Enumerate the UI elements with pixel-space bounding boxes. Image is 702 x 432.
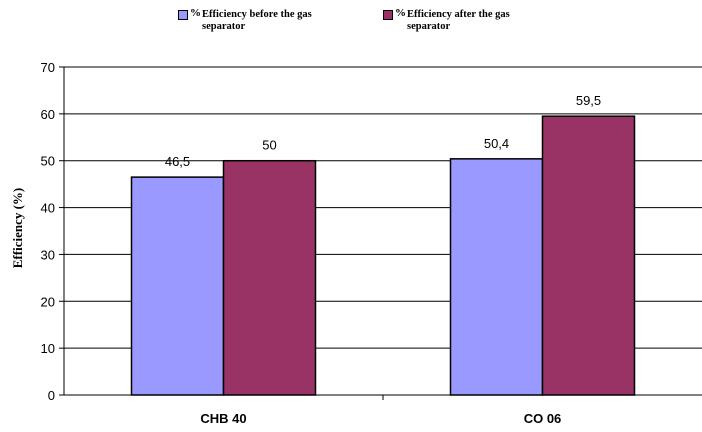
- y-tick-label: 0: [48, 388, 55, 403]
- data-label: 46,5: [165, 154, 190, 169]
- data-label: 50,4: [484, 136, 509, 151]
- y-tick-label: 60: [41, 107, 55, 122]
- y-tick-label: 70: [41, 60, 55, 75]
- legend-swatch-after: [383, 10, 393, 20]
- bars: [130, 115, 636, 396]
- legend-prefix-before: %: [190, 7, 201, 19]
- y-axis-label: Efficiency (%): [10, 188, 25, 269]
- y-tick-label: 40: [41, 201, 55, 216]
- labels: 0 10 20 30 40 50 60 70 46,5 50 CHB 40 50,4 59,5 CO 06: [41, 60, 602, 426]
- bar: [130, 176, 225, 396]
- y-tick-label: 10: [41, 341, 55, 356]
- x-tick-label: CO 06: [524, 411, 562, 426]
- y-tick-label: 50: [41, 154, 55, 169]
- data-label: 59,5: [576, 93, 601, 108]
- y-tick-label: 30: [41, 247, 55, 262]
- bar: [541, 115, 636, 396]
- bar: [222, 159, 317, 396]
- x-tick-label: CHB 40: [200, 411, 246, 426]
- legend-swatch-before: [178, 10, 188, 20]
- y-tick-label: 20: [41, 294, 55, 309]
- bar: [449, 158, 544, 396]
- legend-label-before: Efficiency before the gas separator: [202, 9, 312, 32]
- data-label: 50: [262, 138, 276, 153]
- axes: [59, 66, 702, 400]
- legend-label-after: Efficiency after the gas separator: [407, 9, 510, 32]
- legend-prefix-after: %: [395, 7, 406, 19]
